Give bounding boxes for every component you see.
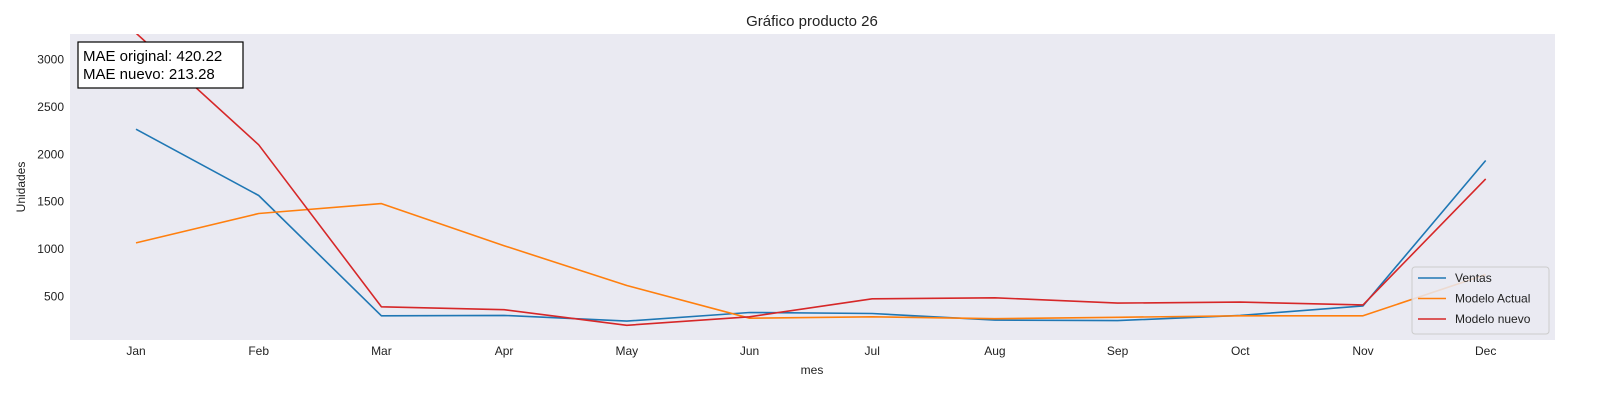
legend: Ventas Modelo Actual Modelo nuevo [1411,266,1550,335]
x-tick-label: Dec [1475,344,1496,358]
legend-label-modelo-nuevo: Modelo nuevo [1455,312,1531,326]
y-tick-label: 2000 [37,147,64,161]
y-tick-label: 3000 [37,53,64,67]
legend-label-modelo-actual: Modelo Actual [1455,292,1530,306]
x-tick-label: Jul [865,344,880,358]
legend-label-ventas: Ventas [1455,271,1492,285]
plot-area [70,34,1555,340]
mae-annotation: MAE original: 420.22 MAE nuevo: 213.28 [77,41,244,89]
x-tick-label: Nov [1352,344,1373,358]
y-axis-label: Unidades [14,162,28,213]
x-tick-label: Sep [1107,344,1129,358]
x-tick-label: Jan [126,344,145,358]
y-tick-label: 1500 [37,195,64,209]
y-tick-label: 500 [44,289,64,303]
x-axis: Jan Feb Mar Apr May Jun Jul Aug Sep Oct Nov Dec [126,344,1496,358]
x-tick-label: May [615,344,638,358]
mae-nuevo-text: MAE nuevo: 213.28 [83,66,215,83]
legend-box [1411,266,1550,335]
y-tick-label: 2500 [37,100,64,114]
x-tick-label: Apr [495,344,514,358]
x-tick-label: Aug [984,344,1005,358]
y-tick-label: 1000 [37,242,64,256]
series-line-ventas [135,128,1487,322]
x-tick-label: Oct [1231,344,1250,358]
x-tick-label: Jun [740,344,759,358]
series-line-modelo-nuevo [135,34,1487,327]
x-tick-label: Mar [371,344,392,358]
x-axis-label: mes [801,363,824,377]
chart-title: Gráfico producto 26 [746,13,878,30]
series-line-modelo-actual [135,202,1486,320]
mae-original-text: MAE original: 420.22 [83,48,222,65]
mae-annotation-box [77,41,244,89]
y-axis: 500 1000 1500 2000 2500 3000 [37,53,64,304]
x-tick-label: Feb [248,344,269,358]
series-lines [135,34,1487,327]
